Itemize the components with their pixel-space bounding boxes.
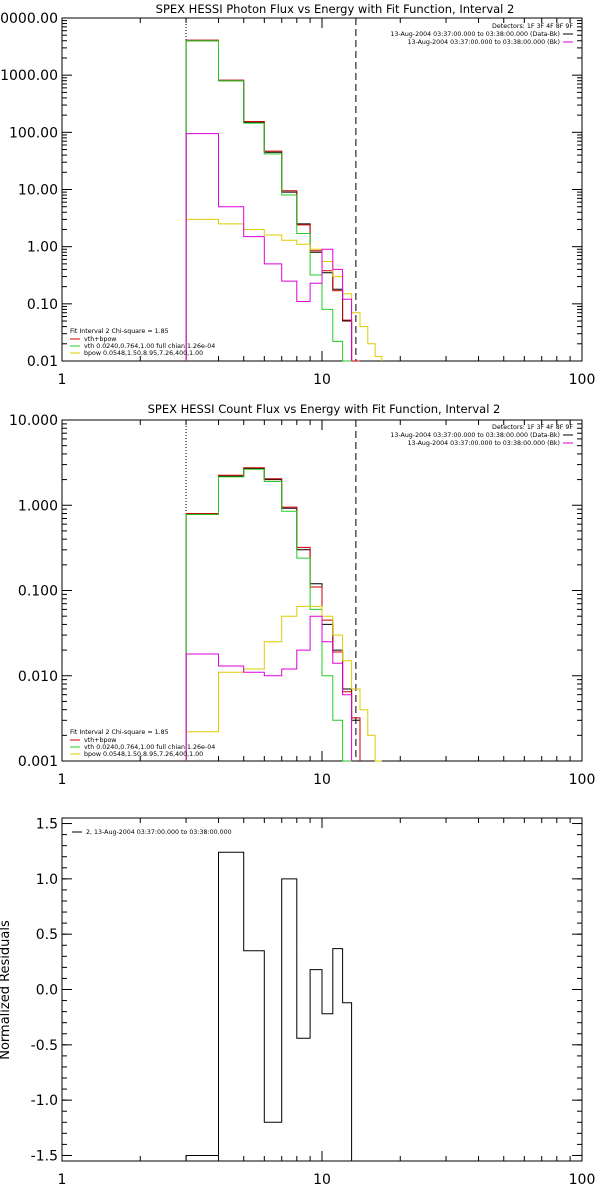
y-tick-label: -1.0 <box>31 1093 58 1109</box>
x-tick-label: 100 <box>569 772 596 788</box>
legend-residual: 2, 13-Aug-2004 03:37:00.000 to 03:38:00.… <box>86 829 232 836</box>
y-tick-label: 0.001 <box>18 754 58 770</box>
y-tick-label: 0.100 <box>18 584 58 600</box>
y-tick-label: 0.5 <box>36 927 58 943</box>
y-tick-label: 1.00 <box>27 240 58 256</box>
series-bk-line <box>185 133 353 361</box>
series-bk-line <box>185 615 353 761</box>
legend-bk: 13-Aug-2004 03:37:00.000 to 03:38:00.000… <box>407 440 560 447</box>
series-vth-line <box>185 468 352 762</box>
series-data-line <box>185 468 361 761</box>
legend-bottom: Fit Interval 2 Chi-square = 1.85 vth+bpo… <box>70 729 215 758</box>
series-marks <box>185 18 383 362</box>
x-tick-label: 10 <box>313 1172 331 1188</box>
chart-title: SPEX HESSI Count Flux vs Energy with Fit… <box>148 402 501 416</box>
legend-top: Detectors: 1F 3F 4F 8F 9F 13-Aug-2004 03… <box>390 424 573 447</box>
legend-top: 2, 13-Aug-2004 03:37:00.000 to 03:38:00.… <box>72 829 232 836</box>
series-fit_total-line <box>185 467 361 761</box>
legend-vth: vth 0.0240,0.764,1.00 full chian 1.26e-0… <box>84 744 215 751</box>
legend-data-bk: 13-Aug-2004 03:37:00.000 to 03:38:00.000… <box>390 432 560 439</box>
axes: 1 10 100 0.001 0.010 0.100 1.000 10.000 <box>9 413 595 788</box>
x-tick-label: 1 <box>58 772 67 788</box>
legend-bk: 13-Aug-2004 03:37:00.000 to 03:38:00.000… <box>407 39 560 46</box>
y-tick-label: 1.0 <box>36 872 58 888</box>
y-tick-label: 100.00 <box>9 125 58 141</box>
x-tick-label: 100 <box>569 1172 596 1188</box>
y-tick-label: 0.01 <box>27 354 58 370</box>
series-vth-line <box>185 40 352 362</box>
legend-fit-interval: Fit Interval 2 Chi-square = 1.85 <box>70 328 169 335</box>
residuals-chart: Normalized Residuals 1 10 100 1.5 1.0 0.5 0.0 -… <box>0 817 595 1188</box>
y-tick-label: 10.00 <box>18 183 58 199</box>
y-tick-label: 10000.00 <box>0 11 58 27</box>
x-tick-label: 10 <box>313 772 331 788</box>
legend-vth-bpow: vth+bpow <box>84 737 116 744</box>
y-tick-label: 1.000 <box>18 498 58 514</box>
x-tick-label: 1 <box>58 1172 67 1188</box>
legend-fit-interval: Fit Interval 2 Chi-square = 1.85 <box>70 729 169 736</box>
legend-bpow: bpow 0.0548,1.50,8.95,7.26,400,1.00 <box>84 350 203 357</box>
legend-bpow: bpow 0.0548,1.50,8.95,7.26,400,1.00 <box>84 751 203 758</box>
legend-detectors: Detectors: 1F 3F 4F 8F 9F <box>492 424 573 431</box>
y-tick-label: 1.5 <box>36 817 58 833</box>
photon-flux-chart: SPEX HESSI Photon Flux vs Energy with Fi… <box>0 2 595 388</box>
legend-data-bk: 13-Aug-2004 03:37:00.000 to 03:38:00.000… <box>390 31 560 38</box>
legend-detectors: Detectors: 1F 3F 4F 8F 9F <box>492 23 573 30</box>
legend-vth: vth 0.0240,0.764,1.00 full chian 1.26e-0… <box>84 343 215 350</box>
legend-vth-bpow: vth+bpow <box>84 336 116 343</box>
y-tick-label: 0.10 <box>27 297 58 313</box>
axes: 1 10 100 0.01 0.10 1.00 10.00 100.00 1000.00 1000… <box>0 11 595 388</box>
x-tick-label: 100 <box>569 372 596 388</box>
series-marks <box>185 851 353 1161</box>
series-data-line <box>185 851 353 1161</box>
y-tick-label: 0.0 <box>36 983 58 999</box>
y-tick-label: 0.010 <box>18 669 58 685</box>
y-tick-label: -1.5 <box>31 1148 58 1164</box>
series-marks <box>185 420 382 762</box>
legend-bottom: Fit Interval 2 Chi-square = 1.85 vth+bpo… <box>70 328 215 357</box>
y-tick-label: 1000.00 <box>0 68 58 84</box>
y-axis-label: Normalized Residuals <box>0 920 13 1060</box>
legend-top: Detectors: 1F 3F 4F 8F 9F 13-Aug-2004 03… <box>390 23 573 46</box>
x-tick-label: 10 <box>313 372 331 388</box>
axes: 1 10 100 1.5 1.0 0.5 0.0 -0.5 -1.0 -1.5 <box>31 817 596 1188</box>
chart-title: SPEX HESSI Photon Flux vs Energy with Fi… <box>156 2 515 16</box>
count-flux-chart: SPEX HESSI Count Flux vs Energy with Fit… <box>9 402 595 788</box>
y-tick-label: 10.000 <box>9 413 58 429</box>
y-tick-label: -0.5 <box>31 1038 58 1054</box>
x-tick-label: 1 <box>58 372 67 388</box>
